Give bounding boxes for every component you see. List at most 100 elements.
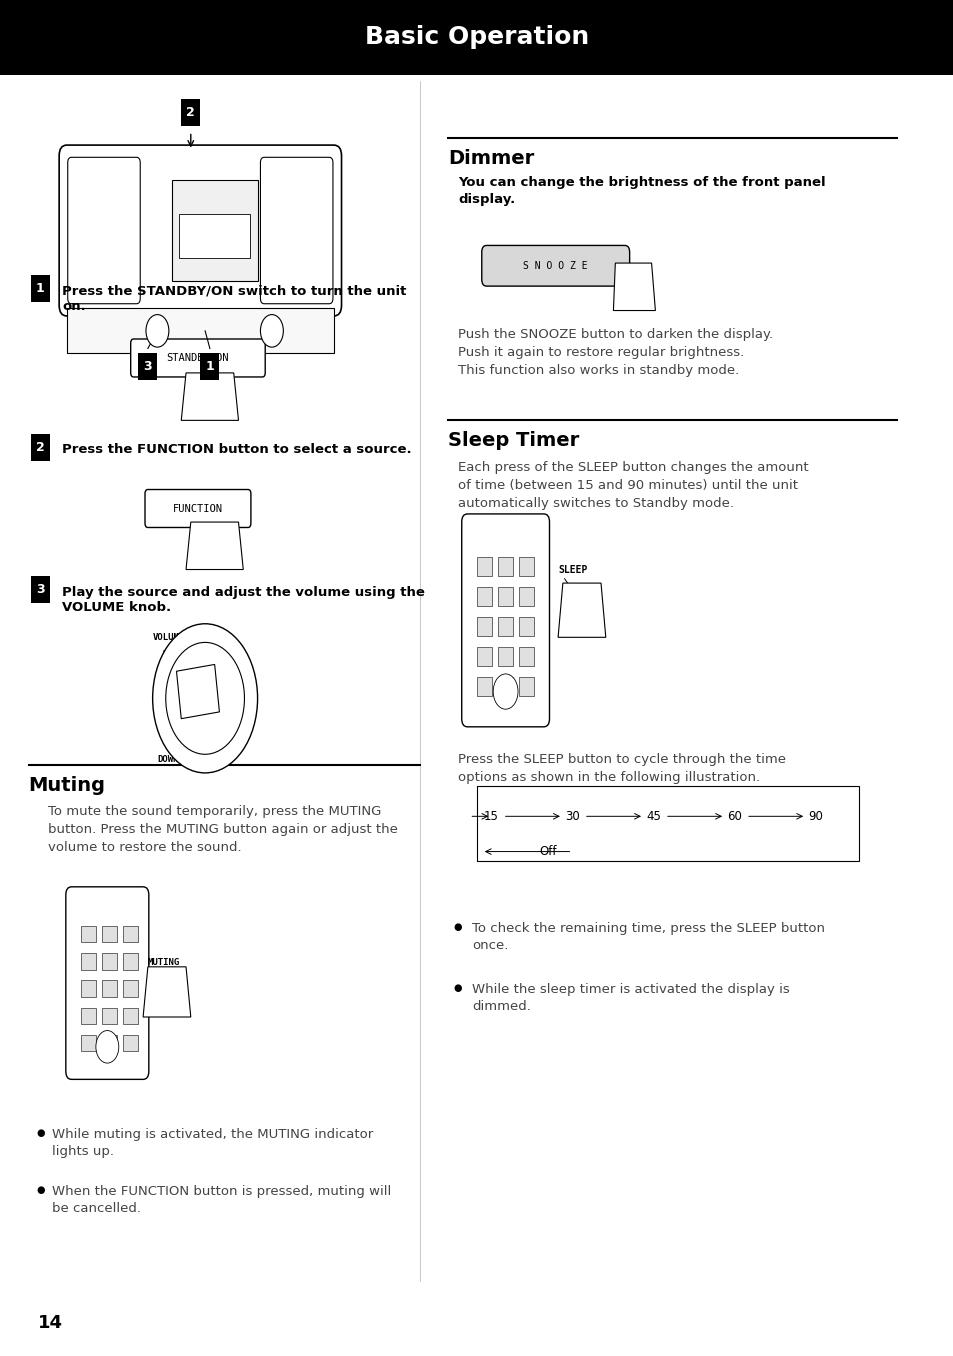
- FancyBboxPatch shape: [497, 647, 513, 666]
- FancyBboxPatch shape: [476, 587, 492, 606]
- FancyBboxPatch shape: [476, 677, 492, 696]
- FancyBboxPatch shape: [30, 275, 50, 302]
- FancyBboxPatch shape: [81, 953, 96, 970]
- FancyBboxPatch shape: [138, 353, 157, 380]
- Circle shape: [260, 315, 283, 347]
- Text: While the sleep timer is activated the display is
dimmed.: While the sleep timer is activated the d…: [472, 983, 789, 1013]
- FancyBboxPatch shape: [123, 980, 138, 997]
- FancyBboxPatch shape: [476, 617, 492, 636]
- FancyBboxPatch shape: [518, 647, 534, 666]
- Text: FUNCTION: FUNCTION: [172, 503, 222, 514]
- FancyBboxPatch shape: [497, 557, 513, 576]
- FancyBboxPatch shape: [518, 677, 534, 696]
- Text: SLEEP: SLEEP: [558, 564, 587, 575]
- FancyBboxPatch shape: [476, 786, 858, 861]
- Text: 3: 3: [143, 359, 152, 373]
- Text: You can change the brightness of the front panel
display.: You can change the brightness of the fro…: [457, 176, 824, 206]
- FancyBboxPatch shape: [102, 926, 117, 942]
- Polygon shape: [186, 522, 243, 570]
- FancyBboxPatch shape: [123, 1008, 138, 1024]
- Text: Push the SNOOZE button to darken the display.
Push it again to restore regular b: Push the SNOOZE button to darken the dis…: [457, 328, 772, 377]
- FancyBboxPatch shape: [81, 980, 96, 997]
- Circle shape: [146, 315, 169, 347]
- Circle shape: [493, 674, 517, 709]
- FancyBboxPatch shape: [102, 1008, 117, 1024]
- Text: While muting is activated, the MUTING indicator
lights up.: While muting is activated, the MUTING in…: [52, 1128, 374, 1158]
- Text: 60: 60: [726, 810, 741, 823]
- Text: Each press of the SLEEP button changes the amount
of time (between 15 and 90 min: Each press of the SLEEP button changes t…: [457, 461, 808, 510]
- FancyBboxPatch shape: [131, 339, 265, 377]
- FancyBboxPatch shape: [67, 308, 334, 353]
- FancyBboxPatch shape: [66, 887, 149, 1079]
- FancyBboxPatch shape: [461, 514, 549, 727]
- FancyBboxPatch shape: [145, 490, 251, 527]
- Text: Dimmer: Dimmer: [448, 149, 534, 168]
- FancyBboxPatch shape: [181, 99, 200, 126]
- Text: S N O O Z E: S N O O Z E: [522, 260, 587, 271]
- Text: ●: ●: [36, 1128, 45, 1138]
- Text: Press the FUNCTION button to select a source.: Press the FUNCTION button to select a so…: [62, 443, 411, 457]
- Text: Muting: Muting: [29, 776, 106, 795]
- Polygon shape: [613, 263, 655, 311]
- FancyBboxPatch shape: [518, 587, 534, 606]
- Polygon shape: [176, 664, 219, 719]
- FancyBboxPatch shape: [123, 1035, 138, 1051]
- FancyBboxPatch shape: [518, 617, 534, 636]
- Text: Press the STANDBY/ON switch to turn the unit
on.: Press the STANDBY/ON switch to turn the …: [62, 285, 406, 313]
- Text: When the FUNCTION button is pressed, muting will
be cancelled.: When the FUNCTION button is pressed, mut…: [52, 1185, 392, 1215]
- FancyBboxPatch shape: [59, 145, 341, 316]
- FancyBboxPatch shape: [30, 576, 50, 603]
- FancyBboxPatch shape: [30, 434, 50, 461]
- Text: 30: 30: [564, 810, 579, 823]
- Circle shape: [95, 1031, 118, 1063]
- FancyBboxPatch shape: [497, 617, 513, 636]
- Text: Off: Off: [539, 845, 557, 858]
- FancyBboxPatch shape: [81, 926, 96, 942]
- FancyBboxPatch shape: [497, 587, 513, 606]
- Text: MUTING: MUTING: [148, 959, 180, 967]
- Text: 1: 1: [35, 282, 45, 296]
- Text: ●: ●: [36, 1185, 45, 1195]
- Text: 90: 90: [807, 810, 822, 823]
- FancyBboxPatch shape: [260, 157, 333, 304]
- FancyBboxPatch shape: [172, 180, 257, 282]
- FancyBboxPatch shape: [0, 0, 953, 75]
- Text: Basic Operation: Basic Operation: [364, 26, 589, 49]
- FancyBboxPatch shape: [476, 647, 492, 666]
- Text: STANDBY/ON: STANDBY/ON: [166, 353, 229, 363]
- FancyBboxPatch shape: [123, 953, 138, 970]
- FancyBboxPatch shape: [518, 557, 534, 576]
- Text: 15: 15: [483, 810, 498, 823]
- FancyBboxPatch shape: [81, 1008, 96, 1024]
- Text: To check the remaining time, press the SLEEP button
once.: To check the remaining time, press the S…: [472, 922, 824, 952]
- Text: UP: UP: [162, 651, 172, 659]
- Text: ●: ●: [453, 922, 461, 932]
- FancyBboxPatch shape: [200, 353, 219, 380]
- FancyBboxPatch shape: [497, 677, 513, 696]
- Text: Sleep Timer: Sleep Timer: [448, 431, 579, 450]
- Circle shape: [166, 643, 244, 754]
- Polygon shape: [143, 967, 191, 1017]
- Polygon shape: [558, 583, 605, 637]
- Text: VOLUME: VOLUME: [152, 633, 185, 641]
- FancyBboxPatch shape: [81, 1035, 96, 1051]
- Text: ●: ●: [453, 983, 461, 993]
- Text: To mute the sound temporarily, press the MUTING
button. Press the MUTING button : To mute the sound temporarily, press the…: [48, 805, 397, 854]
- FancyBboxPatch shape: [102, 953, 117, 970]
- Text: 3: 3: [35, 583, 45, 597]
- FancyBboxPatch shape: [102, 980, 117, 997]
- FancyBboxPatch shape: [179, 214, 250, 258]
- Circle shape: [152, 624, 257, 773]
- Text: DOWN: DOWN: [157, 755, 179, 763]
- FancyBboxPatch shape: [476, 557, 492, 576]
- Text: Play the source and adjust the volume using the
VOLUME knob.: Play the source and adjust the volume us…: [62, 586, 424, 614]
- Text: 14: 14: [38, 1314, 63, 1332]
- Text: 45: 45: [645, 810, 660, 823]
- Text: Press the SLEEP button to cycle through the time
options as shown in the followi: Press the SLEEP button to cycle through …: [457, 753, 785, 784]
- Text: 1: 1: [205, 359, 214, 373]
- FancyBboxPatch shape: [481, 245, 629, 286]
- Text: 2: 2: [186, 106, 195, 119]
- FancyBboxPatch shape: [123, 926, 138, 942]
- FancyBboxPatch shape: [68, 157, 140, 304]
- FancyBboxPatch shape: [102, 1035, 117, 1051]
